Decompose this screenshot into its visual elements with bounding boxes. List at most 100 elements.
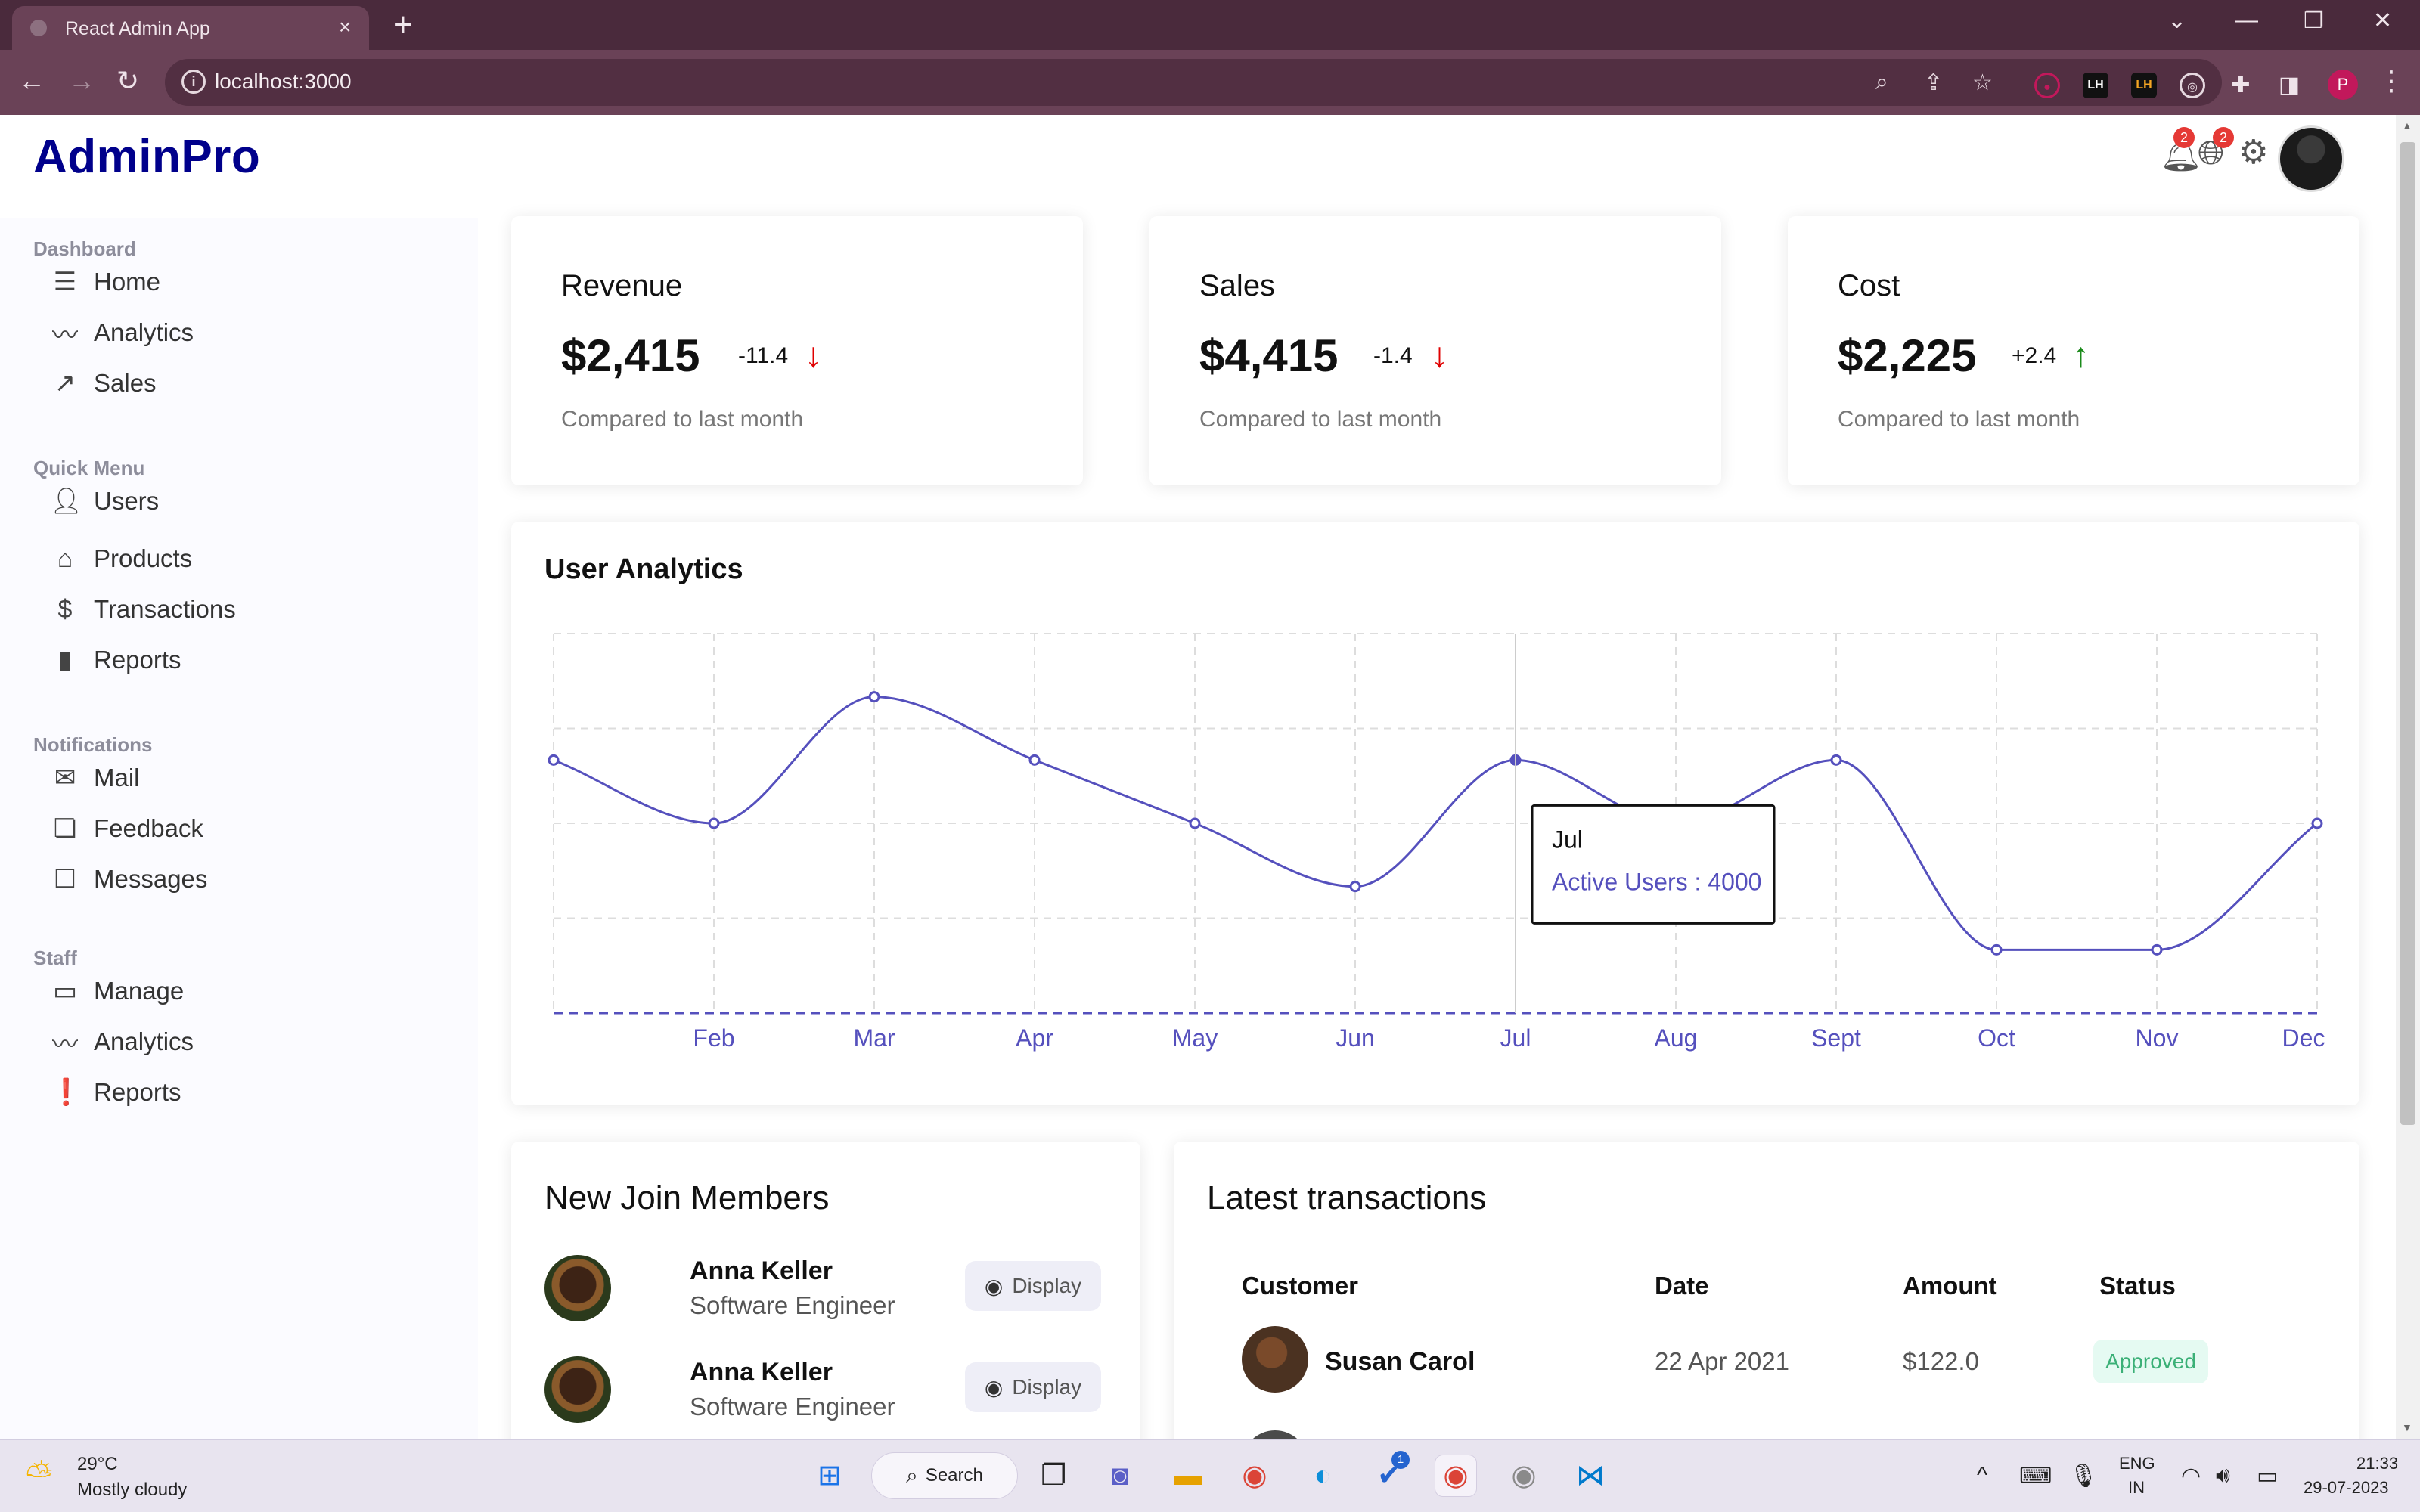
member-photo xyxy=(544,1356,611,1423)
tooltip-label: Jul xyxy=(1552,826,1583,853)
x-tick-label: Oct xyxy=(1978,1024,2015,1052)
featured-title: Cost xyxy=(1838,269,1900,302)
eye-icon: ◉ xyxy=(984,1274,1004,1298)
tab-search-chevron-icon[interactable]: ⌄ xyxy=(2167,8,2187,33)
sidebar-item-analytics[interactable]: 〰 Analytics xyxy=(50,314,194,352)
sidebar-section-dashboard: Dashboard xyxy=(33,237,136,260)
zoom-icon[interactable]: ⌕ xyxy=(1876,70,1888,94)
sidebar-item-sales[interactable]: ↗ Sales xyxy=(50,364,157,402)
sidebar-item-home[interactable]: ☰ Home xyxy=(50,263,160,301)
display-button[interactable]: ◉ Display xyxy=(965,1261,1101,1311)
arrow-down-icon: ↓ xyxy=(805,335,822,374)
scroll-up-icon[interactable]: ▲ xyxy=(2402,119,2412,132)
taskbar-search[interactable]: ⌕ Search xyxy=(871,1452,1018,1499)
site-info-icon[interactable]: i xyxy=(182,70,206,94)
timeline-icon: 〰 xyxy=(52,321,78,350)
dynamic-feed-icon: ❏ xyxy=(53,814,77,843)
sidebar-item-products[interactable]: ⌂ Products xyxy=(50,540,193,578)
language-top[interactable]: ENG xyxy=(2119,1454,2155,1473)
todo-badge: 1 xyxy=(1392,1451,1410,1469)
task-view-icon[interactable]: ❐ xyxy=(1040,1460,1067,1492)
series-line-active-users xyxy=(553,696,2318,951)
timeline-icon: 〰 xyxy=(52,1030,78,1059)
sidebar-item-transactions[interactable]: $ Transactions xyxy=(50,590,236,628)
profile-avatar[interactable]: P xyxy=(2328,70,2358,100)
member-job: Software Engineer xyxy=(690,1291,895,1319)
weather-cloud-icon[interactable]: ⛅︎ xyxy=(26,1457,53,1494)
file-explorer-icon[interactable]: ▬ xyxy=(1174,1460,1202,1492)
customer-photo xyxy=(1242,1326,1308,1393)
reload-icon[interactable]: ↻ xyxy=(116,65,140,96)
browser-tab[interactable]: React Admin App × xyxy=(12,6,369,50)
minimize-icon[interactable]: — xyxy=(2235,8,2258,33)
lighthouse-extension-2-icon[interactable]: LH xyxy=(2131,73,2157,98)
tray-chevron-up-icon[interactable]: ^ xyxy=(1977,1463,1988,1488)
sidebar-item-staff-analytics[interactable]: 〰 Analytics xyxy=(50,1023,194,1061)
volume-icon[interactable]: 🔊︎ xyxy=(2216,1463,2230,1488)
battery-icon[interactable]: ▭ xyxy=(2257,1464,2279,1489)
sidebar-item-messages[interactable]: ☐ Messages xyxy=(50,860,208,898)
sidebar-item-manage[interactable]: ▭ Manage xyxy=(50,972,184,1010)
edge-icon[interactable]: ◐ xyxy=(1314,1460,1332,1492)
user-avatar[interactable] xyxy=(2278,125,2344,192)
close-window-icon[interactable]: ✕ xyxy=(2373,8,2393,33)
forward-icon[interactable]: → xyxy=(68,65,95,96)
browser-toolbar: ← → ↻ i localhost:3000 ⌕ ⇪ ☆ ● LH LH ◎ ✚… xyxy=(0,50,2420,115)
sidebar-section-staff: Staff xyxy=(33,947,77,969)
display-button[interactable]: ◉ Display xyxy=(965,1362,1101,1412)
microphone-icon[interactable]: 🎙︎ xyxy=(2069,1464,2099,1489)
extension-record-icon[interactable]: ● xyxy=(2034,73,2060,98)
page-viewport: AdminPro 🔔︎ 2 🌐︎ 2 ⚙ Dashboard ☰ Home 〰 … xyxy=(0,115,2396,1439)
data-point xyxy=(868,691,880,703)
teams-chat-icon[interactable]: ◙ xyxy=(1111,1460,1129,1492)
keyboard-icon[interactable]: ⌨ xyxy=(2019,1464,2052,1489)
search-icon: ⌕ xyxy=(906,1463,918,1487)
customer-photo xyxy=(1242,1430,1308,1439)
member-name: Anna Keller xyxy=(690,1256,833,1285)
clock-time[interactable]: 21:33 xyxy=(2356,1454,2399,1473)
data-point xyxy=(1990,943,2003,956)
line-style-icon: ☰ xyxy=(53,268,77,296)
sidebar-item-users[interactable]: 👤︎ Users xyxy=(50,487,160,516)
sidebar-item-reports[interactable]: ▮ Reports xyxy=(50,641,182,679)
sidebar-item-feedback[interactable]: ❏ Feedback xyxy=(50,810,203,847)
eye-icon: ◉ xyxy=(984,1375,1004,1399)
app-logo[interactable]: AdminPro xyxy=(33,131,261,183)
target-extension-icon[interactable]: ◎ xyxy=(2180,73,2205,98)
header-date: Date xyxy=(1655,1272,1709,1300)
page-scrollbar[interactable]: ▲ ▼ xyxy=(2396,115,2420,1439)
data-point xyxy=(548,754,560,766)
wifi-icon[interactable]: ◠ xyxy=(2181,1464,2201,1489)
data-point xyxy=(2311,817,2323,829)
tab-close-button[interactable]: × xyxy=(339,15,352,39)
address-bar[interactable]: i localhost:3000 ⌕ ⇪ ☆ xyxy=(165,59,2222,106)
back-icon[interactable]: ← xyxy=(18,65,45,96)
settings-gear-icon[interactable]: ⚙ xyxy=(2238,134,2269,171)
windows-start-icon[interactable]: ⊞ xyxy=(818,1460,842,1492)
restore-icon[interactable]: ❐ xyxy=(2304,8,2324,33)
lighthouse-extension-icon[interactable]: LH xyxy=(2083,73,2108,98)
person-outline-icon: 👤︎ xyxy=(50,487,83,516)
side-panel-icon[interactable]: ◨ xyxy=(2278,73,2301,98)
vscode-icon[interactable]: ⋈ xyxy=(1576,1460,1605,1492)
members-title: New Join Members xyxy=(544,1179,830,1216)
url-text: localhost:3000 xyxy=(215,70,352,93)
scroll-thumb[interactable] xyxy=(2400,142,2415,1125)
sidebar-item-mail[interactable]: ✉ Mail xyxy=(50,759,140,797)
share-icon[interactable]: ⇪ xyxy=(1924,70,1944,95)
tooltip-value: Active Users : 4000 xyxy=(1552,868,1761,895)
header-status: Status xyxy=(2099,1272,2176,1300)
trending-up-icon: ↗ xyxy=(54,369,76,398)
user-analytics-chart[interactable]: Feb Mar Apr May Jun Jul Aug Sept Oct Nov Dec Jul Act… xyxy=(511,522,2360,1105)
sidebar-item-staff-reports[interactable]: ❗ Reports xyxy=(50,1078,182,1107)
scroll-down-icon[interactable]: ▼ xyxy=(2402,1421,2412,1433)
bookmark-star-icon[interactable]: ☆ xyxy=(1972,70,1993,95)
browser-menu-icon[interactable]: ⋮ xyxy=(2378,65,2405,96)
extensions-puzzle-icon[interactable]: ✚ xyxy=(2231,73,2251,98)
chrome-profile-2-icon[interactable]: ◉ xyxy=(1511,1460,1537,1492)
chrome-icon[interactable]: ◉ xyxy=(1242,1460,1267,1492)
clock-date: 29-07-2023 xyxy=(2304,1478,2389,1497)
chrome-profile-p-icon[interactable]: ◉ xyxy=(1435,1455,1476,1496)
x-tick-label: Aug xyxy=(1655,1024,1698,1052)
new-tab-button[interactable]: + xyxy=(393,6,413,43)
